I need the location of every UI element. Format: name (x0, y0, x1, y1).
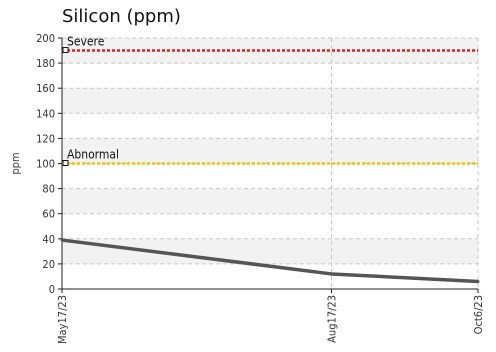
data-point (476, 279, 480, 283)
data-point (60, 238, 64, 242)
threshold-label: Abnormal (67, 148, 119, 162)
background-band (62, 188, 478, 214)
threshold-label: Severe (67, 35, 105, 49)
background-band (62, 88, 478, 114)
y-tick-label: 120 (36, 132, 55, 145)
y-tick-label: 140 (36, 107, 55, 120)
y-tick-label: 60 (42, 208, 55, 221)
x-tick-label: May17/23 (56, 295, 69, 344)
data-point (330, 272, 334, 276)
y-tick-label: 0 (49, 283, 55, 296)
y-tick-label: 100 (36, 158, 55, 171)
threshold-marker (62, 160, 69, 166)
y-tick-label: 40 (42, 233, 55, 246)
y-tick-label: 80 (42, 183, 55, 196)
y-tick-label: 20 (42, 258, 55, 271)
y-tick-label: 200 (36, 32, 55, 45)
y-tick-label: 160 (36, 82, 55, 95)
x-tick-label: Oct6/23 (472, 295, 485, 334)
x-tick-label: Aug17/23 (326, 295, 339, 343)
y-tick-label: 180 (36, 57, 55, 70)
chart-title: Silicon (ppm) (62, 6, 181, 27)
threshold-marker (62, 47, 69, 54)
y-axis-label: ppm (9, 152, 22, 174)
background-band (62, 138, 478, 164)
background-band (62, 238, 478, 264)
